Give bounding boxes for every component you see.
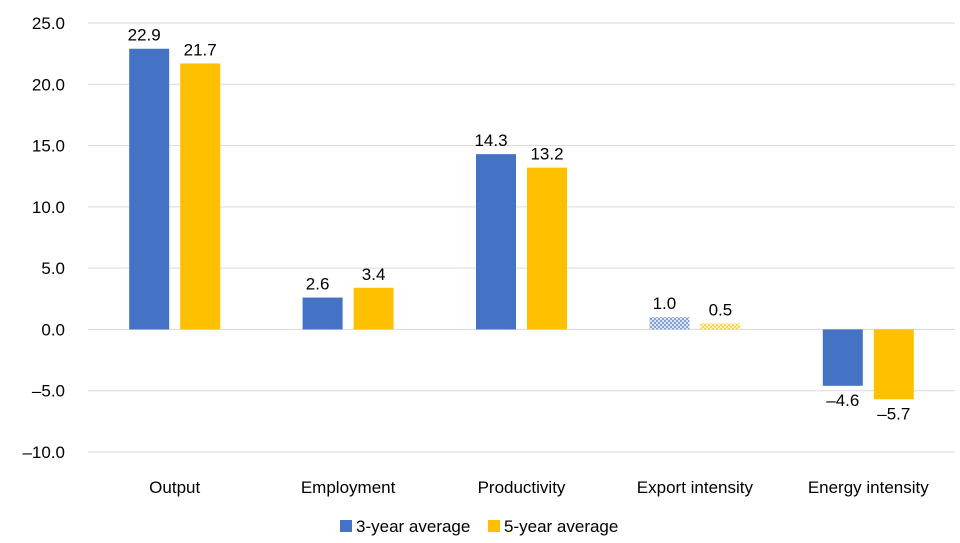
bar (649, 317, 690, 330)
legend-swatch (488, 520, 500, 532)
data-label: 14.3 (474, 131, 507, 150)
x-axis: Output Employment Productivity Export inten… (149, 478, 929, 497)
x-tick-label: Productivity (478, 478, 566, 497)
y-axis: –10.0 –5.0 0.0 5.0 10.0 15.0 20.0 25.0 (22, 14, 65, 462)
y-tick-label: 10.0 (32, 198, 65, 217)
y-tick-label: 15.0 (32, 137, 65, 156)
y-tick-label: 5.0 (41, 259, 65, 278)
bar (129, 48, 170, 330)
y-tick-label: 0.0 (41, 320, 65, 339)
x-tick-label: Output (149, 478, 200, 497)
x-tick-label: Export intensity (637, 478, 754, 497)
data-label: 13.2 (530, 145, 563, 164)
data-labels: 22.9 21.7 2.6 3.4 14.3 13.2 1.0 0.5 –4.6 –5.7 (128, 26, 911, 424)
bar (527, 167, 567, 330)
legend: 3-year average 5-year average (340, 517, 618, 536)
x-tick-label: Employment (301, 478, 396, 497)
bar (873, 329, 914, 400)
y-tick-label: 25.0 (32, 14, 65, 33)
data-label: –5.7 (877, 404, 910, 423)
bar (302, 297, 343, 330)
data-label: 1.0 (653, 294, 677, 313)
data-label: 22.9 (128, 26, 161, 45)
bar (476, 154, 516, 330)
legend-swatch (340, 520, 352, 532)
x-tick-label: Energy intensity (808, 478, 929, 497)
data-label: 0.5 (709, 300, 733, 319)
gridlines (88, 22, 955, 453)
y-tick-label: 20.0 (32, 75, 65, 94)
data-label: –4.6 (826, 391, 859, 410)
bars (129, 48, 914, 400)
legend-label: 5-year average (504, 517, 618, 536)
data-label: 3.4 (362, 265, 386, 284)
bar (700, 323, 741, 330)
data-label: 2.6 (306, 275, 330, 294)
bar (180, 63, 221, 330)
y-tick-label: –5.0 (32, 382, 65, 401)
legend-label: 3-year average (356, 517, 470, 536)
data-label: 21.7 (184, 40, 217, 59)
bar (353, 287, 394, 330)
bar (822, 329, 863, 386)
y-tick-label: –10.0 (22, 443, 65, 462)
